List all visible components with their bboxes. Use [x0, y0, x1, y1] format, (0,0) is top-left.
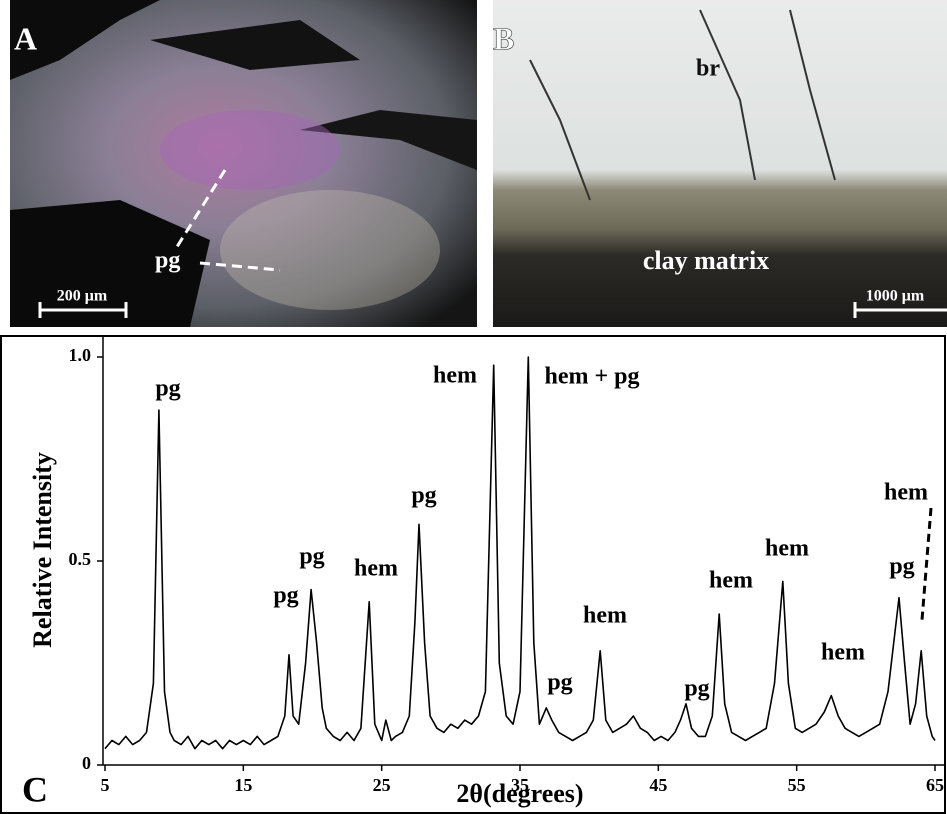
micrograph-b [493, 0, 947, 327]
peak-label: pg [684, 676, 709, 702]
panel-c: C 2θ(degrees) Relative Intensity 00.51.0… [1, 336, 945, 813]
panel-b: B br clay matrix 1000 μm [493, 0, 947, 327]
x-tick-label: 45 [649, 775, 667, 795]
x-tick-label: 65 [926, 775, 944, 795]
y-tick-label: 1.0 [69, 345, 92, 365]
peak-label: hem [433, 363, 477, 389]
x-tick-label: 25 [373, 775, 391, 795]
peak-label: pg [889, 554, 914, 580]
y-tick-label: 0 [82, 753, 91, 773]
peak-label: hem [354, 556, 398, 582]
x-tick-label: 35 [511, 775, 529, 795]
panel-a: A pg 200 μm [10, 0, 477, 327]
peak-label: hem [709, 568, 753, 594]
peak-label: hem [765, 536, 809, 562]
scale-label: 200 μm [57, 288, 108, 305]
peak-label: pg [547, 670, 572, 696]
layer-label: br [696, 56, 720, 82]
panel-letter: C [22, 769, 48, 809]
color-area [160, 110, 340, 190]
x-tick-label: 15 [234, 775, 252, 795]
peak-label: hem + pg [544, 364, 639, 390]
x-tick-label: 55 [788, 775, 806, 795]
figure: A pg 200 μm B br clay matrix 1000 μm C 2… [0, 0, 947, 814]
panel-frame [1, 336, 945, 813]
peak-label: hem [583, 603, 627, 629]
y-tick-label: 0.5 [69, 549, 92, 569]
x-tick-label: 5 [101, 775, 110, 795]
peak-label: pg [411, 483, 436, 509]
peak-label: pg [273, 583, 298, 609]
panel-letter: A [14, 20, 37, 56]
peak-label: hem [821, 640, 865, 666]
layer-label: clay matrix [643, 246, 769, 275]
y-axis-title: Relative Intensity [28, 452, 57, 648]
peak-label: hem [884, 480, 928, 506]
mineral-label: pg [155, 248, 180, 274]
color-area [220, 190, 440, 310]
peak-label: pg [299, 544, 324, 570]
panel-letter: B [493, 20, 514, 56]
scale-label: 1000 μm [866, 288, 925, 305]
peak-label: pg [155, 376, 180, 402]
